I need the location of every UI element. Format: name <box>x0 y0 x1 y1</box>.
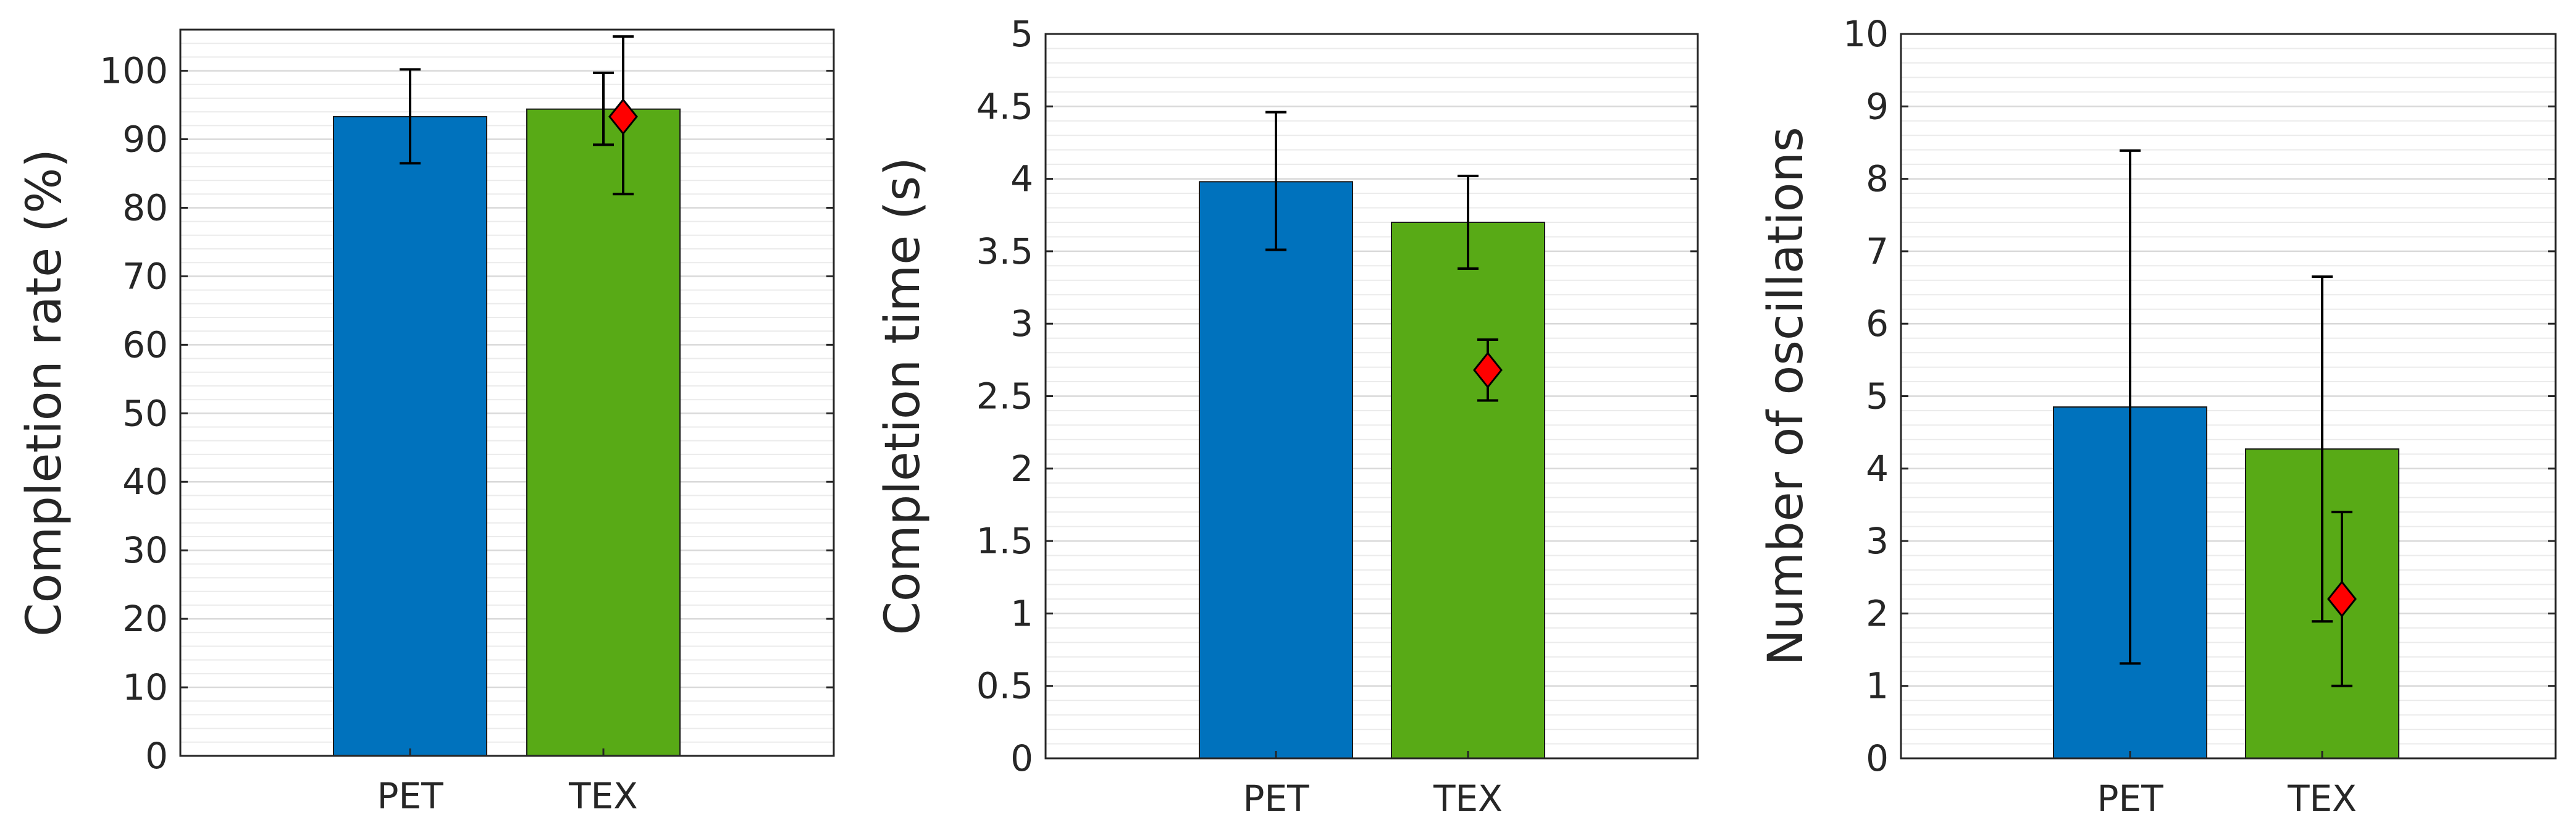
marker-diamond <box>2327 580 2357 618</box>
chart-panel-2: 0 0.5 1 1.5 2 2.5 3 3.5 4 4.5 5 PET TEX Completion ti… <box>875 13 1699 819</box>
bar-pet <box>1199 181 1353 759</box>
y-tick-label: 90 <box>122 119 168 161</box>
y-tick-label: 2 <box>1866 592 1889 634</box>
y-tick-label: 100 <box>99 50 168 92</box>
y-tick-label: 70 <box>122 255 168 297</box>
y-tick-label: 30 <box>122 529 168 571</box>
y-tick-label: 4.5 <box>976 85 1033 127</box>
y-tick-label: 7 <box>1866 230 1889 272</box>
y-tick-label: 20 <box>122 598 168 640</box>
y-tick-label: 40 <box>122 461 168 503</box>
x-tick-label-pet: PET <box>1243 777 1309 819</box>
y-tick-label: 0 <box>1866 737 1889 779</box>
chart-panel-3: 0 1 2 3 4 5 6 7 8 9 10 PET TEX Number of oscillations <box>1758 13 2557 819</box>
error-bar-tex <box>593 71 614 146</box>
y-tick-label: 8 <box>1866 158 1889 200</box>
error-bar-tex <box>2312 275 2333 623</box>
bar-pet <box>333 115 487 757</box>
y-tick-label: 3 <box>1010 303 1033 345</box>
x-tick-label-tex: TEX <box>2287 777 2357 819</box>
bar-tex <box>526 108 681 756</box>
x-tick-label-pet: PET <box>377 775 443 817</box>
x-tick-label-tex: TEX <box>568 775 638 817</box>
y-tick-label: 2 <box>1010 448 1033 490</box>
y-tick-label: 0 <box>1010 737 1033 779</box>
y-tick-label: 1 <box>1010 592 1033 634</box>
y-tick-label: 4 <box>1010 158 1033 200</box>
y-tick-label: 60 <box>122 324 168 366</box>
y-tick-label: 2.5 <box>976 375 1033 417</box>
y-tick-label: 50 <box>122 392 168 434</box>
y-tick-label: 10 <box>1843 13 1889 55</box>
marker-diamond <box>1473 351 1503 389</box>
y-tick-label: 3.5 <box>976 230 1033 272</box>
y-tick-label: 6 <box>1866 303 1889 345</box>
y-tick-label: 3 <box>1866 520 1889 562</box>
y-tick-label: 1 <box>1866 665 1889 707</box>
axes-box <box>179 28 835 757</box>
y-tick-label: 9 <box>1866 85 1889 127</box>
error-bar-pet <box>400 68 421 165</box>
y-tick-label: 0 <box>145 735 168 777</box>
y-axis-title: Completion time (s) <box>875 157 931 635</box>
error-bar-pet <box>1265 111 1286 251</box>
y-tick-label: 5 <box>1010 13 1033 55</box>
y-tick-label: 4 <box>1866 448 1889 490</box>
marker-diamond <box>608 98 638 135</box>
y-tick-label: 5 <box>1866 375 1889 417</box>
y-tick-label: 1.5 <box>976 520 1033 562</box>
error-bar-tex <box>1458 174 1479 270</box>
x-tick-label-pet: PET <box>2097 777 2163 819</box>
y-tick-label: 80 <box>122 186 168 228</box>
error-bar-pet <box>2120 149 2141 665</box>
chart-panel-1: 0 10 20 30 40 50 60 70 80 90 100 PET TEX Completion r… <box>17 28 835 817</box>
bar-tex <box>1391 221 1545 760</box>
y-axis-title: Number of oscillations <box>1758 127 1814 665</box>
y-tick-label: 0.5 <box>976 665 1033 707</box>
x-tick-label-tex: TEX <box>1433 777 1503 819</box>
y-axis-title: Completion rate (%) <box>17 149 72 637</box>
y-tick-label: 10 <box>122 666 168 708</box>
